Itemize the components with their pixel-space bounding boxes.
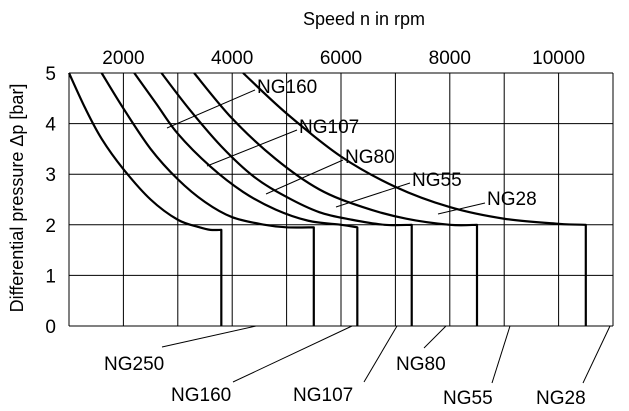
series-line-ng55 <box>193 72 479 326</box>
series-line-ng28 <box>242 72 587 326</box>
bottom-label-ng28: NG28 <box>536 388 586 409</box>
curve-label-leader <box>265 159 344 195</box>
x-tick-label: 8000 <box>429 48 471 69</box>
bottom-label-leader <box>232 325 353 383</box>
y-tick-label: 4 <box>45 115 56 136</box>
bottom-label-leader <box>363 325 398 383</box>
bottom-label-leader <box>491 325 511 384</box>
curve-label-ng55: NG55 <box>412 170 462 191</box>
bottom-label-ng107: NG107 <box>293 385 353 406</box>
x-tick-label: 4000 <box>211 48 253 69</box>
curve-label-leader <box>166 89 256 129</box>
curve-label-ng28: NG28 <box>487 189 537 210</box>
x-axis-label: Speed n in rpm <box>303 9 425 29</box>
series-labels: NG160 NG107 NG80 NG55 NG28 NG250 NG160 NG107 NG8… <box>104 77 586 409</box>
curve-label-leader <box>206 129 298 167</box>
x-tick-label: 10000 <box>532 48 585 69</box>
x-tick-label: 6000 <box>320 48 362 69</box>
y-tick-label: 1 <box>45 266 56 287</box>
series-line-ng107 <box>133 72 359 326</box>
curve-label-leader <box>335 182 411 208</box>
bottom-label-leader <box>582 325 611 384</box>
y-tick-label: 5 <box>45 64 56 85</box>
curve-label-ng80: NG80 <box>345 147 395 168</box>
curve-label-leader <box>437 202 486 215</box>
curve-label-ng107: NG107 <box>299 117 359 138</box>
bottom-label-ng80: NG80 <box>396 354 446 375</box>
series-line-ng250 <box>68 72 223 326</box>
bottom-label-ng55: NG55 <box>443 388 493 409</box>
y-tick-label: 2 <box>45 216 56 237</box>
series-lines <box>68 72 587 326</box>
bottom-label-ng250: NG250 <box>104 354 164 375</box>
series-line-ng160 <box>100 72 315 326</box>
bottom-label-leader <box>161 325 257 348</box>
x-tick-label: 2000 <box>102 48 144 69</box>
tick-labels: 2000 4000 6000 8000 10000 0 1 2 3 4 5 <box>45 48 585 338</box>
y-axis-label: Differential pressure Δp [bar] <box>7 84 27 313</box>
leader-lines <box>161 89 611 384</box>
y-tick-label: 0 <box>45 317 56 338</box>
bottom-label-ng160: NG160 <box>171 385 231 406</box>
curve-label-ng160: NG160 <box>257 77 317 98</box>
series-line-ng80 <box>160 72 413 326</box>
y-tick-label: 3 <box>45 165 56 186</box>
bottom-label-leader <box>423 325 447 349</box>
